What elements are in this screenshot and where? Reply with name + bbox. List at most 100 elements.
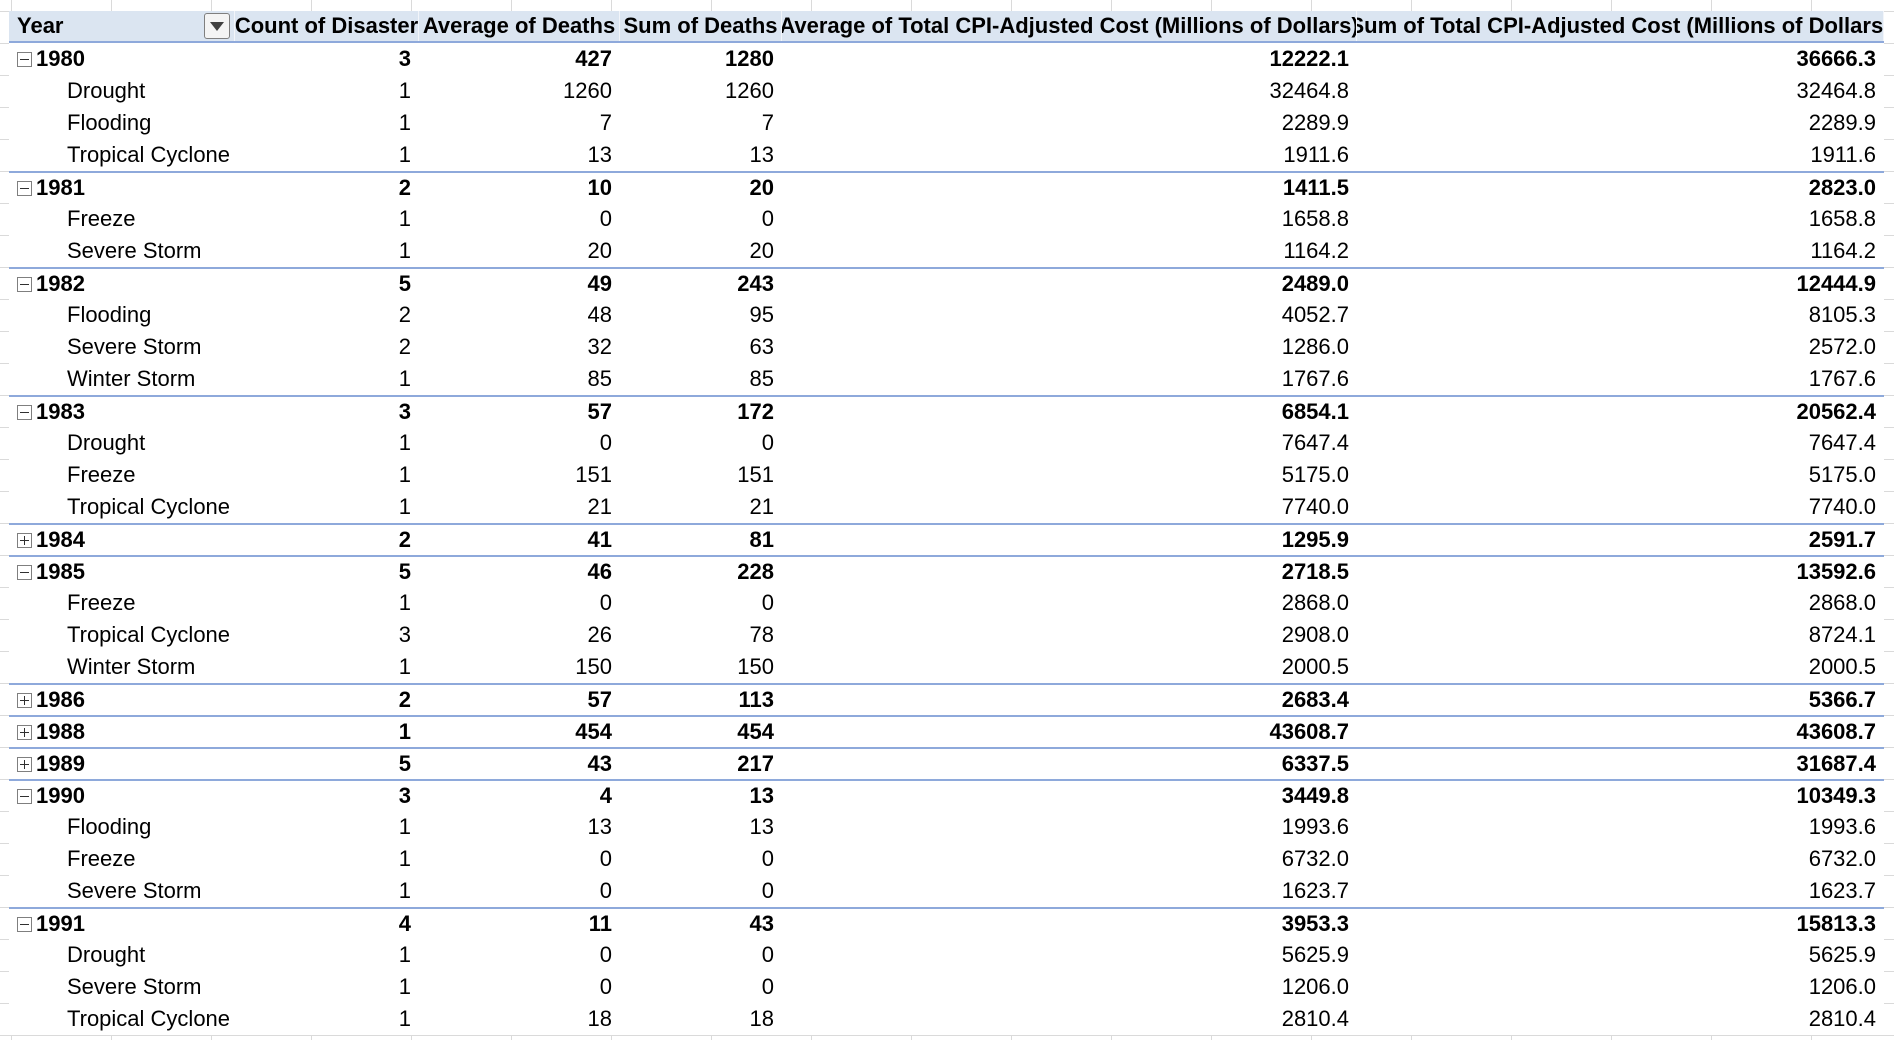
sum-cost-cell[interactable]: 5175.0	[1808, 462, 1876, 487]
avg-deaths-cell[interactable]: 0	[599, 430, 612, 455]
avg-deaths-cell[interactable]: 46	[587, 559, 612, 584]
year-label-cell[interactable]: 1980	[9, 43, 235, 75]
sum-cost-cell[interactable]: 2823.0	[1808, 175, 1876, 200]
disaster-type-cell[interactable]: Tropical Cyclone	[9, 1003, 235, 1035]
count-cell[interactable]: 3	[398, 783, 411, 808]
count-cell[interactable]: 3	[398, 622, 411, 647]
avg-cost-cell[interactable]: 1206.0	[1281, 974, 1349, 999]
sum-deaths-cell[interactable]: 7	[761, 110, 774, 135]
avg-deaths-cell[interactable]: 43	[587, 751, 612, 776]
avg-cost-cell[interactable]: 32464.8	[1269, 78, 1349, 103]
sum-cost-cell[interactable]: 1911.6	[1810, 142, 1876, 167]
avg-cost-cell[interactable]: 6732.0	[1281, 846, 1349, 871]
avg-cost-cell[interactable]: 6854.1	[1281, 399, 1349, 424]
sum-deaths-cell[interactable]: 85	[749, 366, 774, 391]
disaster-type-cell[interactable]: Severe Storm	[9, 875, 235, 907]
sum-cost-cell[interactable]: 1993.6	[1808, 814, 1876, 839]
sum-deaths-cell[interactable]: 172	[737, 399, 774, 424]
disaster-type-cell[interactable]: Freeze	[9, 843, 235, 875]
sum-cost-cell[interactable]: 2868.0	[1808, 590, 1876, 615]
avg-cost-cell[interactable]: 1411.5	[1282, 175, 1349, 200]
sum-cost-cell[interactable]: 2572.0	[1808, 334, 1876, 359]
avg-deaths-cell[interactable]: 41	[587, 527, 612, 552]
avg-cost-cell[interactable]: 1164.2	[1283, 238, 1349, 263]
sum-deaths-cell[interactable]: 0	[761, 590, 774, 615]
sum-deaths-cell[interactable]: 0	[761, 942, 774, 967]
sum-deaths-cell[interactable]: 0	[761, 878, 774, 903]
sum-deaths-cell[interactable]: 20	[749, 238, 774, 263]
avg-deaths-cell[interactable]: 20	[587, 238, 612, 263]
collapse-icon[interactable]	[17, 564, 32, 580]
disaster-type-cell[interactable]: Winter Storm	[9, 363, 235, 395]
year-label-cell[interactable]: 1991	[9, 909, 235, 939]
avg-deaths-cell[interactable]: 4	[599, 783, 612, 808]
disaster-type-cell[interactable]: Drought	[9, 75, 235, 107]
count-cell[interactable]: 2	[398, 334, 411, 359]
sum-deaths-cell[interactable]: 0	[761, 206, 774, 231]
avg-deaths-cell[interactable]: 0	[599, 942, 612, 967]
avg-deaths-cell[interactable]: 0	[599, 974, 612, 999]
disaster-type-cell[interactable]: Severe Storm	[9, 331, 235, 363]
count-cell[interactable]: 3	[398, 46, 411, 71]
avg-deaths-cell[interactable]: 150	[575, 654, 612, 679]
count-cell[interactable]: 3	[398, 399, 411, 424]
sum-cost-cell[interactable]: 1206.0	[1808, 974, 1876, 999]
avg-cost-cell[interactable]: 2683.4	[1281, 687, 1349, 712]
sum-cost-cell[interactable]: 8105.3	[1808, 302, 1876, 327]
count-cell[interactable]: 1	[398, 590, 411, 615]
avg-cost-cell[interactable]: 7647.4	[1281, 430, 1349, 455]
disaster-type-cell[interactable]: Flooding	[9, 299, 235, 331]
sum-cost-cell[interactable]: 5366.7	[1808, 687, 1876, 712]
count-cell[interactable]: 1	[398, 238, 411, 263]
sum-deaths-cell[interactable]: 81	[749, 527, 774, 552]
avg-cost-cell[interactable]: 2810.4	[1281, 1006, 1349, 1031]
count-cell[interactable]: 2	[398, 302, 411, 327]
year-label-cell[interactable]: 1981	[9, 173, 235, 203]
avg-cost-cell[interactable]: 5175.0	[1281, 462, 1349, 487]
count-cell[interactable]: 1	[398, 1006, 411, 1031]
year-label-cell[interactable]: 1989	[9, 749, 235, 779]
avg-deaths-cell[interactable]: 151	[575, 462, 612, 487]
year-label-cell[interactable]: 1988	[9, 717, 235, 747]
sum-deaths-cell[interactable]: 151	[737, 462, 774, 487]
avg-cost-cell[interactable]: 1658.8	[1281, 206, 1349, 231]
sum-deaths-cell[interactable]: 113	[738, 687, 775, 712]
header-sum-deaths-cell[interactable]: Sum of Deaths	[620, 11, 782, 41]
count-cell[interactable]: 1	[398, 719, 411, 744]
sum-cost-cell[interactable]: 8724.1	[1808, 622, 1876, 647]
count-cell[interactable]: 5	[398, 271, 411, 296]
disaster-type-cell[interactable]: Flooding	[9, 107, 235, 139]
sum-deaths-cell[interactable]: 13	[749, 783, 774, 808]
count-cell[interactable]: 1	[398, 430, 411, 455]
count-cell[interactable]: 1	[398, 942, 411, 967]
sum-cost-cell[interactable]: 2810.4	[1808, 1006, 1876, 1031]
count-cell[interactable]: 1	[398, 462, 411, 487]
disaster-type-cell[interactable]: Freeze	[9, 459, 235, 491]
avg-cost-cell[interactable]: 1993.6	[1281, 814, 1349, 839]
sum-deaths-cell[interactable]: 243	[737, 271, 774, 296]
avg-deaths-cell[interactable]: 1260	[563, 78, 612, 103]
avg-deaths-cell[interactable]: 454	[575, 719, 612, 744]
sum-cost-cell[interactable]: 5625.9	[1808, 942, 1876, 967]
count-cell[interactable]: 1	[398, 878, 411, 903]
count-cell[interactable]: 1	[398, 366, 411, 391]
dropdown-arrow-icon[interactable]	[204, 13, 230, 39]
count-cell[interactable]: 2	[398, 527, 411, 552]
count-cell[interactable]: 4	[398, 911, 411, 936]
avg-deaths-cell[interactable]: 13	[587, 814, 612, 839]
avg-cost-cell[interactable]: 3449.8	[1281, 783, 1349, 808]
avg-deaths-cell[interactable]: 26	[587, 622, 612, 647]
sum-deaths-cell[interactable]: 150	[737, 654, 774, 679]
avg-cost-cell[interactable]: 2908.0	[1281, 622, 1349, 647]
header-year-cell[interactable]: Year	[9, 11, 235, 41]
avg-deaths-cell[interactable]: 10	[587, 175, 612, 200]
expand-icon[interactable]	[17, 692, 32, 708]
count-cell[interactable]: 1	[398, 142, 411, 167]
sum-cost-cell[interactable]: 32464.8	[1796, 78, 1876, 103]
avg-deaths-cell[interactable]: 57	[587, 399, 612, 424]
avg-cost-cell[interactable]: 2489.0	[1281, 271, 1349, 296]
collapse-icon[interactable]	[17, 916, 32, 932]
avg-cost-cell[interactable]: 1767.6	[1281, 366, 1349, 391]
avg-deaths-cell[interactable]: 21	[587, 494, 612, 519]
sum-cost-cell[interactable]: 1164.2	[1810, 238, 1876, 263]
